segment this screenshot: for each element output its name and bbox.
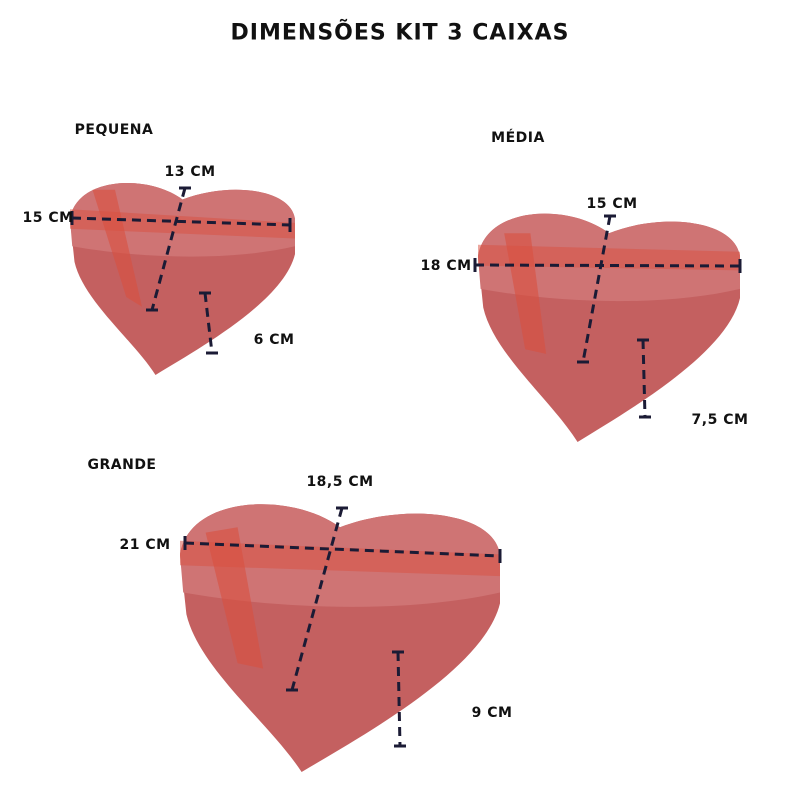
depth-label-large: 18,5 CM bbox=[306, 474, 374, 490]
depth-label-small: 13 CM bbox=[164, 164, 216, 180]
height-label-small: 6 CM bbox=[253, 332, 295, 348]
box-label-medium: MÉDIA bbox=[491, 130, 545, 146]
width-label-large: 21 CM bbox=[119, 537, 171, 553]
box-medium bbox=[478, 213, 740, 442]
dimension-end-caps bbox=[70, 186, 742, 748]
depth-label-medium: 15 CM bbox=[586, 196, 638, 212]
page-title: DIMENSÕES KIT 3 CAIXAS bbox=[230, 20, 570, 46]
dimension-lines bbox=[71, 187, 741, 747]
box-label-large: GRANDE bbox=[87, 457, 157, 473]
width-label-medium: 18 CM bbox=[420, 258, 472, 274]
height-label-medium: 7,5 CM bbox=[691, 412, 749, 428]
width-label-small: 15 CM bbox=[22, 210, 74, 226]
height-label-large: 9 CM bbox=[471, 705, 513, 721]
box-large bbox=[180, 504, 500, 772]
box-label-small: PEQUENA bbox=[74, 122, 154, 138]
